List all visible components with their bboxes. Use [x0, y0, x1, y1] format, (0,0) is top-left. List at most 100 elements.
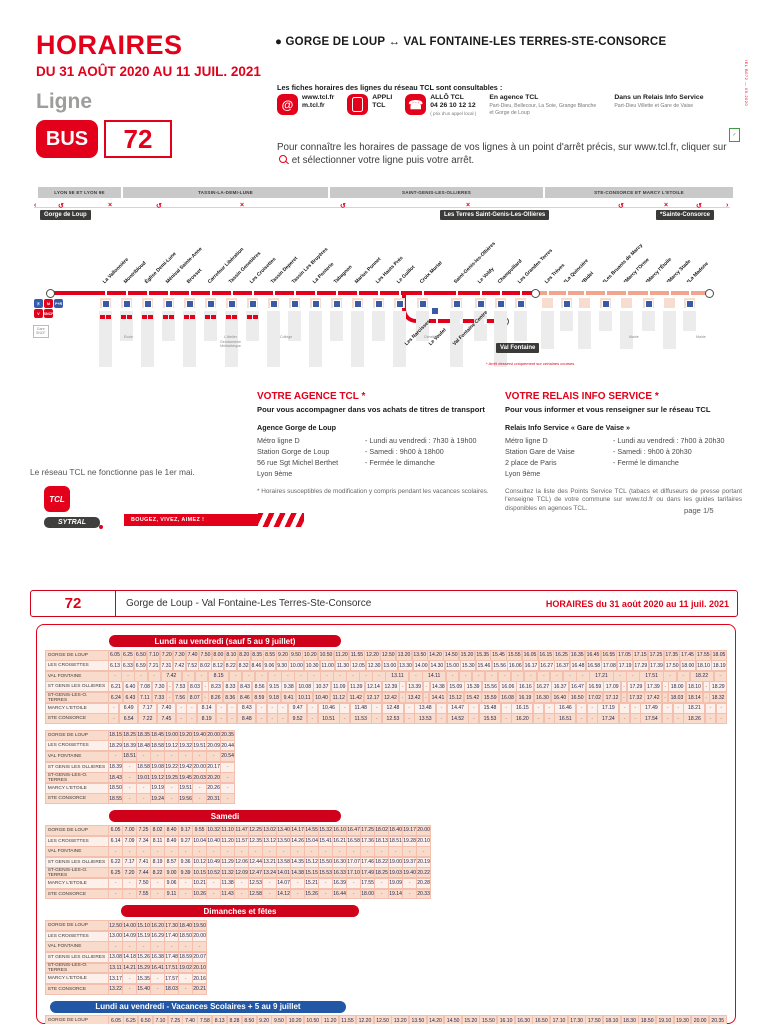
- time-cell: 9.00: [164, 867, 179, 879]
- time-cell: 19.40: [192, 729, 207, 741]
- time-cell: 7.34: [136, 835, 151, 847]
- time-cell: 14.00: [413, 660, 430, 672]
- time-cell: -: [485, 670, 499, 682]
- stop-tick: [168, 291, 170, 296]
- time-cell: 13.50: [408, 1015, 427, 1024]
- time-cell: -: [226, 702, 238, 714]
- time-cell: 9.17: [178, 825, 193, 836]
- time-cell: 17.02: [585, 692, 604, 703]
- time-cell: 8.32: [237, 660, 251, 672]
- time-cell: 12.44: [248, 856, 263, 868]
- time-cell: -: [108, 888, 123, 900]
- stop-row-label: VAL FONTAINE: [44, 846, 109, 858]
- stop-row-label: ST GENIS LES OLLIERES: [44, 681, 109, 693]
- relais-subtitle: Pour vous informer et vous renseigner su…: [505, 405, 711, 414]
- print-credits: IEL B072 — 09-2020: [744, 60, 749, 107]
- time-cell: 8.13: [212, 1015, 228, 1024]
- timetable-row: LES CROISETTES 18.29 18.39 18.48 18.58 19.12 1…: [44, 740, 727, 752]
- time-cell: 10.15: [192, 867, 207, 879]
- time-cell: 19.51: [192, 740, 207, 752]
- time-cell: 12.53: [248, 877, 263, 889]
- time-cell: 19.09: [388, 877, 403, 889]
- time-cell: -: [266, 713, 278, 725]
- time-cell: 19.30: [673, 1015, 692, 1024]
- time-cell: -: [136, 751, 151, 762]
- detail-line: - Lundi au vendredi : 7h00 à 20h30: [613, 436, 725, 445]
- time-cell: 7.25: [136, 825, 151, 836]
- channel-subtext: ( prix d'un appel local ): [430, 110, 477, 116]
- time-cell: 18.00: [360, 888, 375, 900]
- interchange-icon: M: [44, 299, 53, 308]
- time-cell: 12.05: [350, 660, 367, 672]
- time-cell: -: [661, 692, 669, 703]
- time-cell: -: [402, 877, 417, 889]
- time-cell: 13.08: [108, 951, 123, 963]
- time-cell: -: [290, 877, 305, 889]
- accessibility-icon: [396, 300, 404, 308]
- stop-row-label: ST-GENIS-LES-O. TERRES: [44, 867, 109, 879]
- time-cell: -: [458, 670, 473, 682]
- time-cell: 20.44: [220, 740, 235, 752]
- time-cell: -: [122, 782, 137, 794]
- time-cell: -: [194, 670, 209, 682]
- time-cell: -: [306, 702, 318, 714]
- loop-arrow-icon: ↺: [340, 203, 346, 210]
- time-cell: 9.50: [289, 649, 303, 661]
- time-cell: 13.53: [414, 713, 437, 725]
- time-cell: 6.50: [138, 1015, 154, 1024]
- time-cell: 14.38: [429, 681, 448, 693]
- time-cell: 6.05: [108, 825, 123, 836]
- time-cell: 18.10: [602, 1015, 621, 1024]
- time-cell: 13.17: [108, 973, 123, 985]
- time-cell: -: [629, 713, 641, 725]
- time-cell: 20.20: [206, 772, 221, 784]
- time-cell: 12.09: [234, 867, 249, 879]
- stop-row-label: ST GENIS LES OLLIERES: [44, 761, 109, 773]
- time-cell: 19.56: [178, 793, 193, 805]
- time-cell: 15.45: [490, 649, 507, 661]
- time-cell: 10.20: [302, 649, 319, 661]
- relais-section: VOTRE RELAIS INFO SERVICE * Pour vous in…: [505, 391, 742, 514]
- time-cell: 18.25: [374, 867, 389, 879]
- time-cell: 15.12: [304, 856, 319, 868]
- time-cell: -: [150, 888, 165, 900]
- channel-text: Dans un Relais Info Service Part-Dieu Vil…: [614, 94, 704, 109]
- time-cell: 10.11: [295, 692, 314, 703]
- time-cell: 10.04: [192, 835, 207, 847]
- time-cell: -: [220, 772, 235, 784]
- time-cell: 6.22: [108, 856, 123, 868]
- time-cell: 13.00: [381, 660, 398, 672]
- detail-line: 56 rue Sgt Michel Berthet: [257, 458, 339, 468]
- time-cell: 14.18: [122, 951, 137, 963]
- stop-row-label: LES CROISETTES: [44, 740, 109, 752]
- time-cell: 18.51: [122, 751, 137, 762]
- detail-line: - Fermé le dimanche: [613, 458, 679, 468]
- time-cell: -: [333, 670, 347, 682]
- time-cell: -: [192, 941, 207, 953]
- time-cell: 16.19: [516, 692, 534, 703]
- time-cell: -: [500, 713, 512, 725]
- time-cell: 16.37: [551, 681, 569, 693]
- stop-tick: [105, 291, 107, 296]
- time-cell: 18.59: [178, 951, 193, 963]
- time-cell: 7.20: [160, 649, 174, 661]
- time-cell: 7.25: [167, 1015, 183, 1024]
- stop-tick: [605, 291, 607, 296]
- stop-row-label: MARCY L'ETOILE: [44, 782, 109, 794]
- stop-tick: [669, 291, 671, 296]
- agency-name: Agence Gorge de Loup: [257, 423, 337, 432]
- time-cell: 8.03: [187, 681, 203, 693]
- relais-name: Relais Info Service « Gare de Vaise »: [505, 423, 631, 432]
- area-label: L'Atelier Gendarmerie Médiathèque: [220, 335, 241, 349]
- time-cell: 19.08: [150, 761, 165, 773]
- accessibility-icon: [645, 300, 653, 308]
- time-cell: -: [255, 670, 269, 682]
- time-cell: 19.42: [178, 761, 193, 773]
- time-cell: 15.26: [304, 888, 319, 900]
- time-cell: -: [402, 888, 417, 900]
- time-cell: -: [318, 888, 333, 900]
- time-cell: 12.53: [381, 713, 404, 725]
- stop-row-label: STE CONSORCE: [44, 793, 109, 805]
- time-cell: 16.47: [568, 681, 587, 693]
- time-cell: 17.55: [360, 877, 375, 889]
